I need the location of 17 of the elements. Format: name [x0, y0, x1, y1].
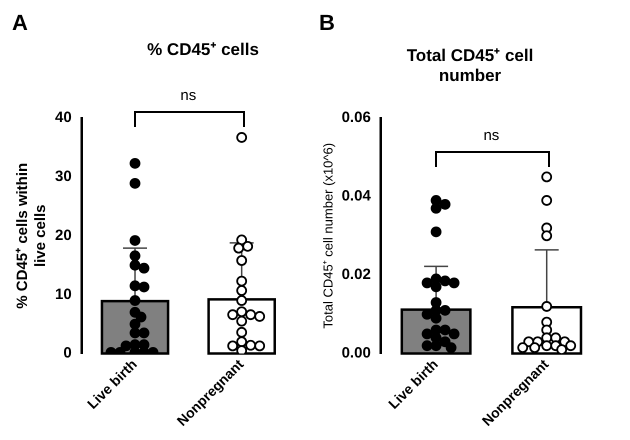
- y-axis-title: Total CD45⁺ cell number (x10^6): [320, 142, 336, 329]
- y-tick-label: 0.06: [342, 109, 371, 126]
- chart-title: Total CD45⁺ cell number: [406, 46, 534, 86]
- annotation: ns: [482, 126, 500, 144]
- y-tick-label: 0.00: [342, 344, 371, 362]
- y-tick-label: 20: [54, 226, 72, 244]
- chart-title: % CD45⁺ cells: [146, 40, 260, 60]
- y-axis-title: % CD45⁺ cells within live cells: [14, 162, 50, 309]
- y-tick-label: 0.04: [342, 188, 372, 205]
- y-tick-label: 30: [54, 168, 72, 186]
- y-tick-label: 10: [54, 286, 72, 303]
- y-tick-label: 0: [63, 344, 72, 362]
- y-tick-label: 40: [54, 109, 72, 126]
- text: B: [319, 10, 335, 36]
- text: ns: [179, 87, 198, 104]
- y-tick-label: 0.02: [342, 266, 371, 284]
- text: A: [12, 10, 28, 36]
